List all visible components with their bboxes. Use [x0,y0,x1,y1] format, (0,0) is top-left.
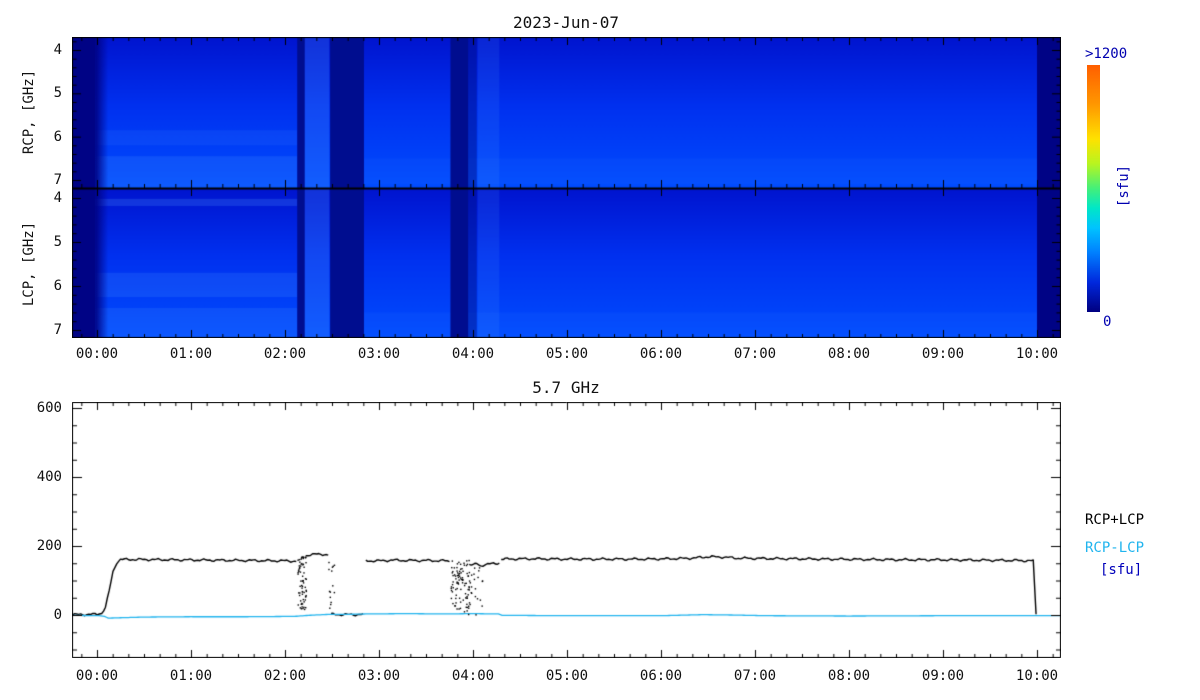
spectrogram-title: 2023-Jun-07 [513,13,619,32]
spec-x-tick-label: 10:00 [1015,346,1059,362]
colorbar-gradient [1087,65,1100,312]
ts-y-tick-label: 600 [36,400,62,416]
ts-x-tick-label: 03:00 [357,668,401,684]
spec-x-tick-label: 08:00 [827,346,871,362]
spec-x-tick-label: 02:00 [263,346,307,362]
spec-x-tick-label: 03:00 [357,346,401,362]
lcp-y-tick-label: 4 [53,190,62,206]
spectrogram-canvas [72,37,1061,338]
ts-x-tick-label: 10:00 [1015,668,1059,684]
ts-y-tick-label: 0 [53,607,62,623]
ts-x-tick-label: 09:00 [921,668,965,684]
spec-x-tick-label: 04:00 [451,346,495,362]
colorbar-min-label: 0 [1103,314,1112,330]
spec-x-tick-label: 06:00 [639,346,683,362]
lcp-y-tick-label: 5 [53,234,62,250]
spec-x-tick-label: 01:00 [169,346,213,362]
spec-x-tick-label: 09:00 [921,346,965,362]
ts-x-tick-label: 00:00 [75,668,119,684]
colorbar-unit-label: [sfu] [1116,164,1132,208]
lcp-y-tick-label: 6 [53,278,62,294]
legend-unit: [sfu] [1100,562,1143,578]
legend-rcp-minus-lcp: RCP-LCP [1085,540,1145,556]
ts-x-tick-label: 07:00 [733,668,777,684]
timeseries-canvas [72,402,1061,658]
spec-x-tick-label: 07:00 [733,346,777,362]
rcp-y-tick-label: 7 [53,171,62,188]
legend-rcp-plus-lcp: RCP+LCP [1085,512,1145,528]
rcp-y-tick-label: 6 [53,128,62,145]
ts-y-tick-label: 400 [36,469,62,485]
ts-x-tick-label: 04:00 [451,668,495,684]
ts-x-tick-label: 02:00 [263,668,307,684]
ts-x-tick-label: 06:00 [639,668,683,684]
spec-x-tick-label: 05:00 [545,346,589,362]
timeseries-title: 5.7 GHz [532,378,600,397]
ts-x-tick-label: 08:00 [827,668,871,684]
lcp-y-tick-label: 7 [53,322,62,338]
rcp-y-tick-label: 4 [53,42,62,58]
spec-x-tick-label: 00:00 [75,346,119,362]
ts-y-tick-label: 200 [36,538,62,554]
ts-x-tick-label: 01:00 [169,668,213,684]
colorbar-max-label: >1200 [1085,46,1128,62]
ts-x-tick-label: 05:00 [545,668,589,684]
rcp-y-tick-label: 5 [53,85,62,102]
